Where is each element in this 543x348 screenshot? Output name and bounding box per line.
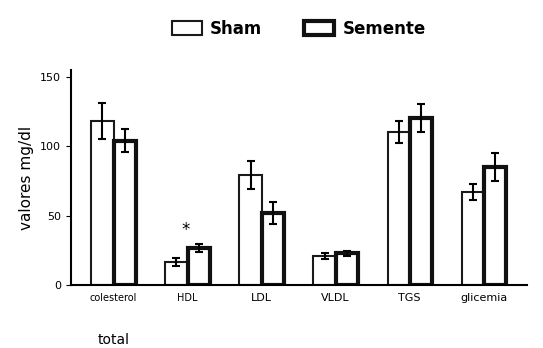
Bar [388,132,410,285]
Bar [484,167,506,285]
Bar [166,262,187,285]
Bar [313,256,336,285]
Bar [91,121,113,285]
Text: *: * [182,221,190,239]
Bar [239,175,262,285]
Bar [410,118,432,285]
Bar [262,213,284,285]
Bar [336,253,358,285]
Legend: Sham, Semente: Sham, Semente [165,13,432,45]
Bar [462,192,484,285]
Text: total: total [98,333,130,347]
Y-axis label: valores mg/dl: valores mg/dl [20,125,34,230]
Bar [113,141,136,285]
Bar [187,248,210,285]
